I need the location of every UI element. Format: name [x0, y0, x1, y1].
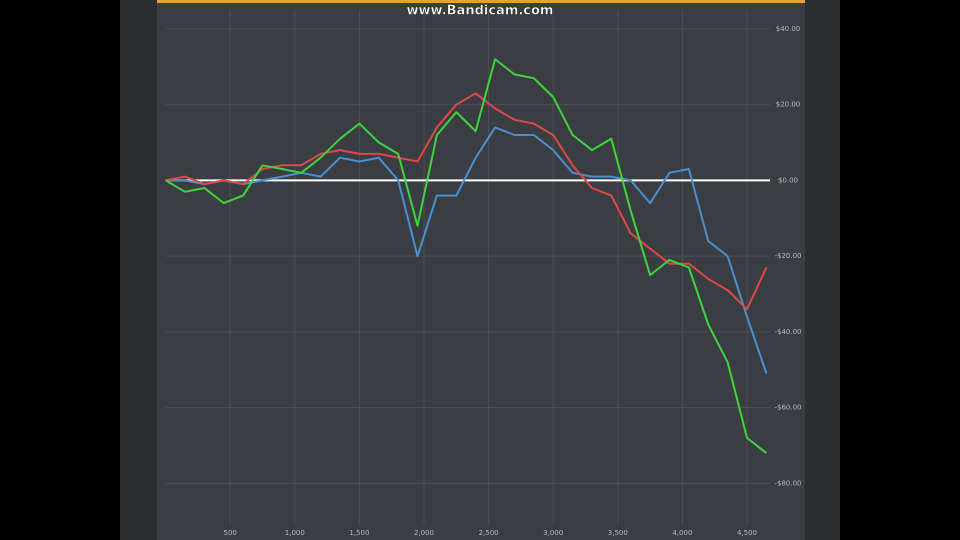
lines [165, 58, 770, 454]
x-tick-label: 3,000 [543, 529, 563, 537]
y-tick-label: $0.00 [778, 176, 798, 184]
grid [165, 10, 770, 525]
y-tick-label: -$60.00 [774, 404, 801, 412]
watermark: www.Bandicam.com [407, 4, 554, 19]
series-line [165, 126, 768, 374]
x-tick-label: 1,500 [349, 529, 369, 537]
series-line [165, 58, 768, 454]
chart-panel [157, 0, 805, 540]
x-tick-label: 1,000 [285, 529, 305, 537]
y-tick-label: $20.00 [776, 101, 801, 109]
y-tick-label: -$40.00 [774, 328, 801, 336]
y-tick-label: -$20.00 [774, 252, 801, 260]
y-tick-label: -$80.00 [774, 479, 801, 487]
x-tick-label: 4,000 [672, 529, 692, 537]
x-tick-label: 500 [224, 529, 237, 537]
x-tick-label: 3,500 [608, 529, 628, 537]
x-tick-label: 4,500 [737, 529, 757, 537]
x-tick-label: 2,500 [479, 529, 499, 537]
x-tick-label: 2,000 [414, 529, 434, 537]
y-tick-label: $40.00 [776, 25, 801, 33]
top-border [157, 0, 805, 3]
